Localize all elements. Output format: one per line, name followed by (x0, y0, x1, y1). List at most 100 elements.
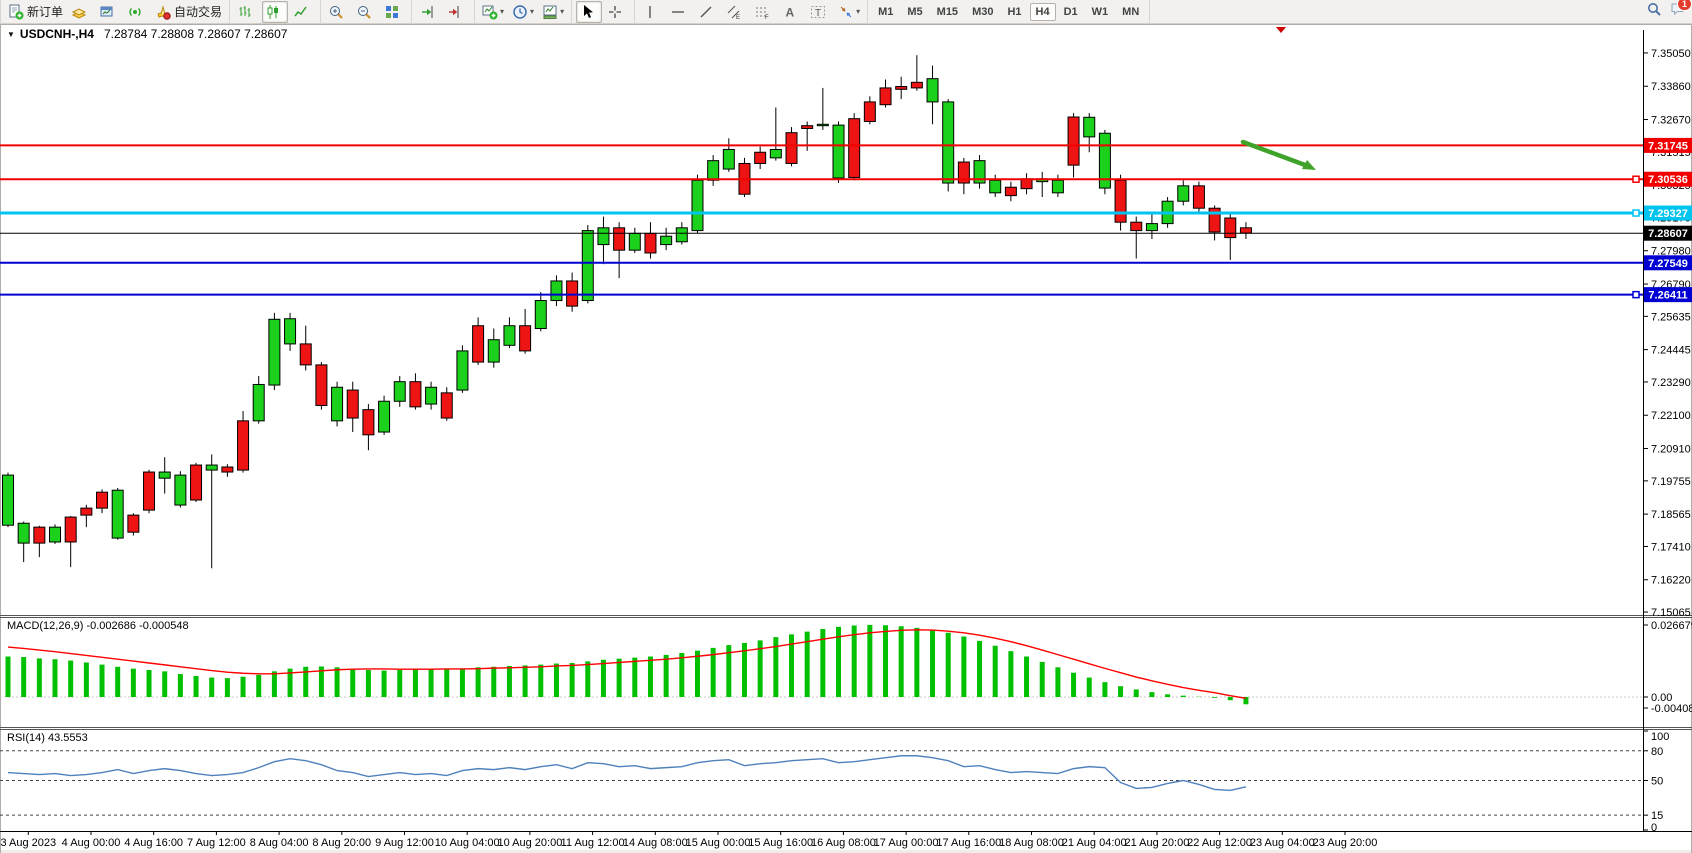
timeframe-h1-button[interactable]: H1 (1007, 5, 1022, 18)
channel-icon: E (727, 5, 740, 20)
svg-text:18 Aug 08:00: 18 Aug 08:00 (999, 837, 1064, 849)
hline-handle[interactable] (1632, 290, 1640, 299)
zoom-out-button[interactable] (353, 1, 379, 23)
horizontal-line-button[interactable] (667, 1, 693, 23)
fibonacci-icon: F (756, 7, 769, 20)
indicators-icon (482, 5, 498, 19)
svg-text:0.00: 0.00 (1651, 692, 1672, 704)
dropdown-caret-icon[interactable]: ▾ (500, 7, 505, 16)
timeframe-h4-button[interactable]: H4 (1029, 2, 1056, 21)
svg-text:3 Aug 2023: 3 Aug 2023 (0, 837, 56, 849)
chevron-down-icon[interactable]: ▼ (7, 29, 15, 39)
arrows-icon (840, 6, 852, 17)
new-order-button[interactable]: 新订单 (5, 1, 66, 23)
svg-text:21 Aug 20:00: 21 Aug 20:00 (1124, 837, 1189, 849)
dropdown-caret-icon[interactable]: ▾ (856, 7, 861, 16)
auto-scroll-button[interactable] (416, 1, 442, 23)
templates-button[interactable]: ▾ (539, 1, 567, 23)
channel-button[interactable]: E (723, 1, 749, 23)
svg-text:7.20910: 7.20910 (1651, 444, 1691, 456)
zoom-in-button[interactable] (325, 1, 351, 23)
crosshair-button[interactable] (604, 1, 630, 23)
search-icon (1648, 3, 1661, 16)
horizontal-line-icon (672, 10, 685, 13)
toolbar-right: 1 (1638, 0, 1692, 22)
text-icon: A (786, 5, 795, 19)
chart-shift-marker-icon[interactable] (1276, 27, 1286, 33)
market-depth-button[interactable] (68, 1, 94, 23)
svg-text:11 Aug 12:00: 11 Aug 12:00 (561, 837, 625, 849)
toolbar-group-trade: 新订单 自动交易 (0, 0, 231, 24)
svg-text:7.26411: 7.26411 (1648, 290, 1687, 302)
svg-text:15: 15 (1651, 810, 1663, 822)
vertical-line-button[interactable] (639, 1, 665, 23)
timeframe-mn-button[interactable]: MN (1122, 5, 1140, 18)
svg-text:23 Aug 04:00: 23 Aug 04:00 (1250, 837, 1315, 849)
svg-text:7.32670: 7.32670 (1651, 115, 1691, 127)
chart-shift-icon (449, 5, 459, 18)
label-button[interactable]: T (807, 1, 833, 23)
rsi-panel: RSI(14) 43.5553 (0, 732, 1643, 816)
svg-text:9 Aug 12:00: 9 Aug 12:00 (375, 837, 434, 849)
candlestick-button[interactable] (262, 0, 289, 23)
toolbar-group-scroll (412, 0, 476, 24)
line-chart-icon (294, 6, 307, 16)
svg-text:7.17410: 7.17410 (1651, 541, 1691, 553)
text-button[interactable]: A (779, 1, 805, 23)
chart-shift-button[interactable] (444, 1, 470, 23)
trendline-icon (700, 6, 712, 17)
price-badge: 7.26411 (1644, 287, 1692, 303)
macd-panel: MACD(12,26,9) -0.002686 -0.000548 (0, 620, 1643, 705)
zoom-in-icon (330, 5, 343, 19)
periods-button[interactable]: ▾ (509, 1, 537, 23)
dropdown-caret-icon[interactable]: ▾ (560, 7, 565, 16)
auto-scroll-icon (422, 5, 433, 18)
panel-separators[interactable] (0, 615, 1692, 730)
tile-windows-button[interactable] (381, 1, 407, 23)
svg-text:21 Aug 04:00: 21 Aug 04:00 (1062, 837, 1127, 849)
ohlc-values: 7.28784 7.28808 7.28607 7.28607 (103, 27, 288, 41)
hline-handle[interactable] (1632, 175, 1640, 183)
timeframe-m30-button[interactable]: M30 (972, 5, 994, 18)
svg-text:10 Aug 20:00: 10 Aug 20:00 (497, 837, 562, 849)
svg-text:7.33860: 7.33860 (1651, 81, 1691, 93)
status-strip (1, 850, 1691, 853)
horizontal-line-objects[interactable] (0, 144, 1643, 299)
chart-window-button[interactable] (96, 1, 122, 23)
line-chart-button[interactable] (290, 1, 316, 23)
bar-chart-button[interactable] (234, 1, 260, 23)
chart-title-bar: ▼ USDCNH-,H4 7.28784 7.28808 7.28607 7.2… (7, 27, 287, 41)
indicators-button[interactable]: ▾ (479, 1, 507, 23)
autotrading-button[interactable]: 自动交易 (152, 1, 225, 23)
svg-text:7.28607: 7.28607 (1648, 228, 1688, 240)
timeframe-w1-button[interactable]: W1 (1091, 5, 1109, 18)
fibonacci-button[interactable]: F (751, 1, 777, 23)
timeframe-m15-button[interactable]: M15 (936, 5, 959, 18)
cursor-icon (584, 4, 594, 18)
dropdown-caret-icon[interactable]: ▾ (530, 7, 535, 16)
timeframe-m1-button[interactable]: M1 (878, 5, 894, 18)
arrows-button[interactable]: ▾ (835, 1, 863, 23)
new-order-icon (9, 4, 24, 19)
search-button[interactable] (1646, 1, 1662, 22)
chart-canvas[interactable]: MACD(12,26,9) -0.002686 -0.000548 RSI(14)… (0, 24, 1692, 853)
chart-area[interactable]: ▼ USDCNH-,H4 7.28784 7.28808 7.28607 7.2… (0, 24, 1692, 853)
autotrading-icon (157, 4, 171, 20)
signal-button[interactable] (124, 1, 150, 23)
trend-arrow-annotation[interactable] (1240, 139, 1316, 170)
timeframe-d1-button[interactable]: D1 (1063, 5, 1078, 18)
toolbar-group-zoom (321, 0, 413, 24)
rsi-line (7, 755, 1247, 792)
timeframe-m5-button[interactable]: M5 (907, 5, 923, 18)
price-axis[interactable]: 7.350507.338607.326707.315157.303257.291… (1643, 30, 1692, 834)
tile-windows-icon (386, 5, 399, 18)
cursor-button[interactable] (576, 0, 603, 23)
toolbar-group-draw: E F A T ▾ (635, 0, 869, 24)
svg-text:7.30536: 7.30536 (1648, 174, 1688, 186)
trendline-button[interactable] (695, 1, 721, 23)
time-axis[interactable]: 3 Aug 2023 4 Aug 00:00 4 Aug 16:00 7 Aug 12… (0, 831, 1692, 849)
chat-button[interactable]: 1 (1670, 0, 1692, 22)
svg-text:17 Aug 16:00: 17 Aug 16:00 (936, 837, 1001, 849)
hline-handle[interactable] (1632, 209, 1640, 217)
